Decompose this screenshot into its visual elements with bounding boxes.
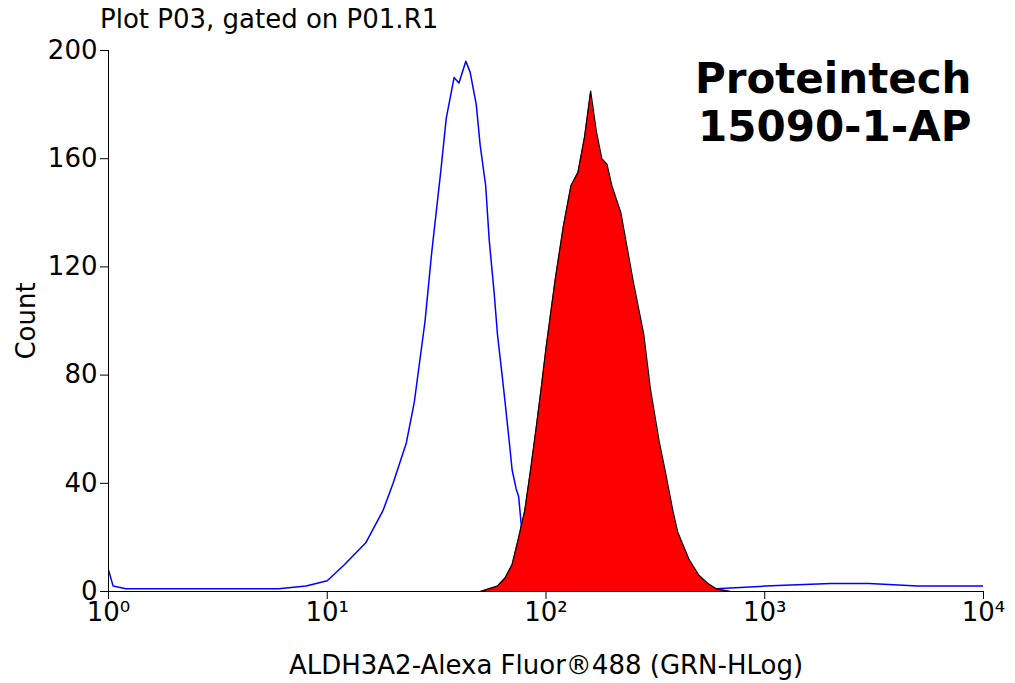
html-text:Plot P03, gated on P01.R1: Plot P03, gated on P01.R1 xyxy=(100,4,439,34)
svg-text:40: 40 xyxy=(64,468,97,498)
svg-text:10³: 10³ xyxy=(743,597,787,627)
svg-text:10⁰: 10⁰ xyxy=(87,597,131,627)
svg-text:10¹: 10¹ xyxy=(305,597,349,627)
svg-text:80: 80 xyxy=(64,359,97,389)
svg-text:Proteintech15090-1-AP: Proteintech15090-1-AP xyxy=(695,54,972,151)
svg-text:160: 160 xyxy=(48,143,98,173)
svg-text:10⁴: 10⁴ xyxy=(962,597,1006,627)
svg-text:0: 0 xyxy=(81,575,98,606)
svg-text:120: 120 xyxy=(48,251,98,281)
svg-text:ALDH3A2-Alexa Fluor®488 (GRN-H: ALDH3A2-Alexa Fluor®488 (GRN-HLog) xyxy=(289,650,803,680)
svg-text:200: 200 xyxy=(48,38,98,65)
svg-text:10²: 10² xyxy=(524,597,568,627)
svg-text:Count: Count xyxy=(11,282,41,359)
